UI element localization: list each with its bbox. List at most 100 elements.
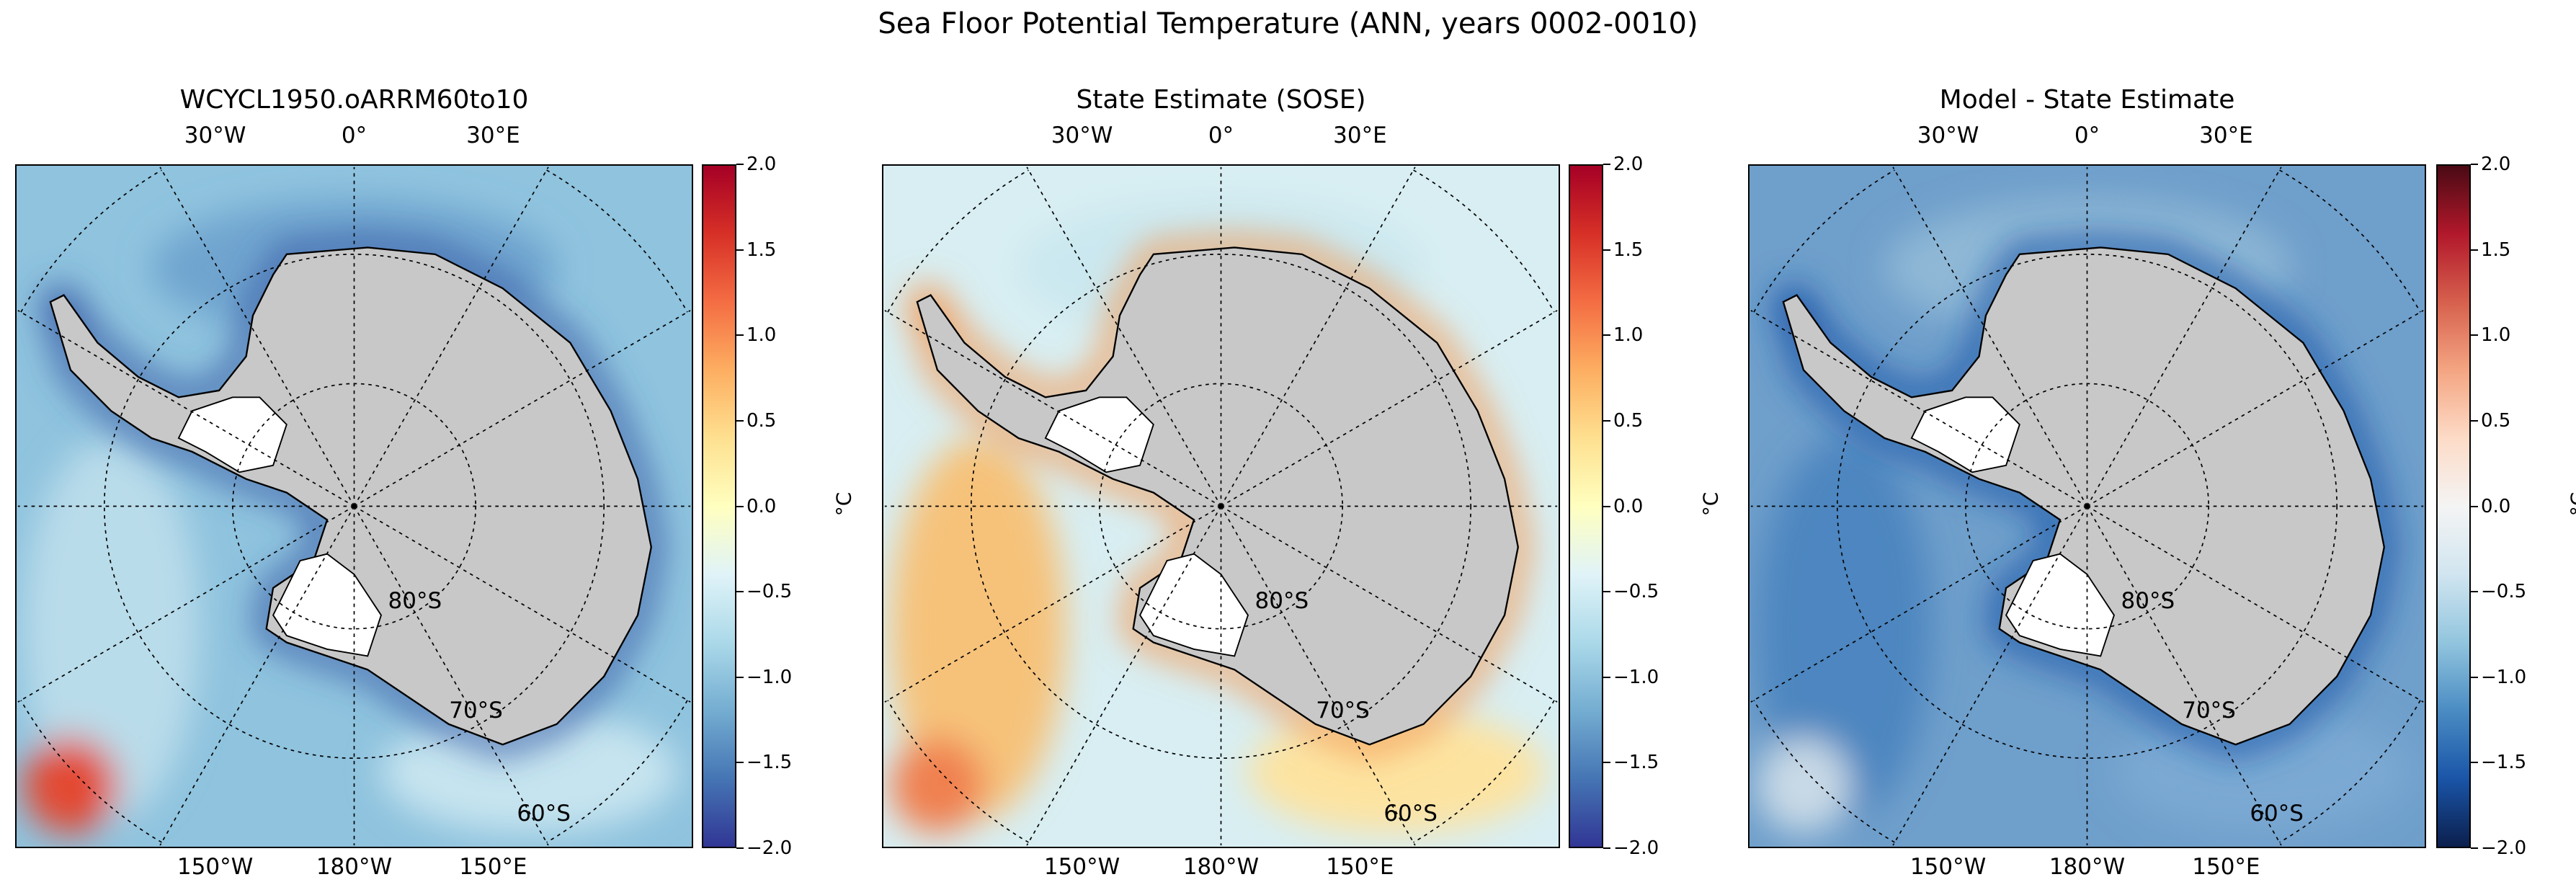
colorbar [2436,164,2471,848]
colorbar-tick [2471,676,2478,678]
ross-ice-shelf [272,553,383,657]
colorbar-tick-label: 0.0 [746,495,777,517]
ross-ice-shelf [1138,553,1249,657]
lon-label-bottom: 180°W [2049,854,2126,880]
lat-label: 70°S [449,698,503,724]
graticule [1750,166,2424,846]
colorbar-tick-label: 1.5 [1613,239,1644,261]
colorbar-tick [736,591,744,593]
lat-label: 70°S [2182,698,2236,724]
colorbar-tick-label: 2.0 [1613,153,1644,175]
colorbar-tick-label: 1.0 [746,324,777,347]
polar-map [882,164,1560,848]
colorbar-tick-label: 2.0 [746,153,777,175]
colorbar-tick [1603,164,1610,165]
lon-label-bottom: 150°W [1043,854,1120,880]
colorbar-tick-label: −0.5 [1613,581,1659,603]
colorbar-tick [2471,334,2478,337]
lon-label-top: 30°E [2199,123,2253,148]
lon-label-bottom: 150°E [459,854,527,880]
polar-map [15,164,693,848]
lon-label-bottom: 150°W [1909,854,1987,880]
panel-title: WCYCL1950.oARRM60to10 [179,85,529,115]
colorbar-tick-label: −1.0 [1613,666,1659,688]
colorbar-tick [736,847,744,849]
colorbar-tick-label: −2.0 [746,837,793,859]
colorbar-tick-label: 0.5 [2481,409,2511,432]
colorbar-unit-label: °C [2566,491,2576,517]
colorbar [702,164,736,848]
colorbar-tick [2471,762,2478,764]
colorbar-tick [736,505,744,507]
colorbar-tick [1603,847,1610,849]
colorbar-tick-label: −2.0 [1613,837,1659,859]
lat-label: 80°S [1254,588,1309,615]
colorbar-tick [736,334,744,337]
map-canvas [883,166,1559,847]
colorbar-tick-label: 1.0 [2481,324,2511,347]
colorbar-tick [2471,591,2478,593]
colorbar-tick-label: −0.5 [2481,581,2527,603]
colorbar-tick [1603,249,1610,251]
colorbar-tick-label: 0.0 [2481,495,2511,517]
lon-label-top: 30°E [466,123,520,148]
weddell-ice-shelf [177,396,288,473]
colorbar-tick [2471,847,2478,849]
lon-label-bottom: 180°W [316,854,393,880]
colorbar-tick-label: −1.0 [2481,666,2527,688]
map-canvas [17,166,692,847]
colorbar-tick [2471,419,2478,422]
colorbar-tick-label: 1.0 [1613,324,1644,347]
lon-label-top: 0° [2074,123,2100,148]
graticule [884,166,1558,846]
lat-label: 70°S [1316,698,1370,724]
colorbar-tick-label: −2.0 [2481,837,2527,859]
lon-label-bottom: 180°W [1182,854,1260,880]
colorbar-tick [736,164,744,165]
colorbar-tick [1603,419,1610,422]
lon-label-top: 30°W [1917,123,1979,148]
graticule [17,166,691,846]
weddell-ice-shelf [1910,396,2020,473]
colorbar-tick [1603,762,1610,764]
colorbar-tick [1603,334,1610,337]
colorbar-tick [736,419,744,422]
colorbar-tick-label: −1.0 [746,666,793,688]
panel-title: Model - State Estimate [1939,85,2235,115]
colorbar-tick-label: 1.5 [746,239,777,261]
lat-label: 80°S [2121,588,2175,615]
lon-label-bottom: 150°E [2192,854,2260,880]
lon-label-top: 0° [1208,123,1234,148]
colorbar-tick [736,676,744,678]
ross-ice-shelf [2005,553,2116,657]
colorbar-tick [736,762,744,764]
lon-label-bottom: 150°E [1326,854,1394,880]
colorbar-tick [2471,505,2478,507]
colorbar-tick [2471,164,2478,165]
lon-label-bottom: 150°W [177,854,254,880]
colorbar-tick [1603,591,1610,593]
colorbar-tick [2471,249,2478,251]
colorbar-tick [1603,505,1610,507]
colorbar-unit-label: °C [1698,491,1723,517]
map-canvas [1750,166,2425,847]
colorbar-unit-label: °C [832,491,856,517]
lat-label: 60°S [2250,800,2304,827]
lon-label-top: 30°W [1051,123,1113,148]
colorbar-tick-label: 2.0 [2481,153,2511,175]
colorbar-tick-label: 0.5 [746,409,777,432]
panel-title: State Estimate (SOSE) [1076,85,1366,115]
lon-label-top: 30°E [1333,123,1387,148]
lat-label: 80°S [388,588,442,615]
colorbar-tick-label: 0.0 [1613,495,1644,517]
figure-title: Sea Floor Potential Temperature (ANN, ye… [878,7,1698,40]
colorbar-tick-label: 1.5 [2481,239,2511,261]
colorbar [1569,164,1603,848]
lon-label-top: 0° [341,123,367,148]
colorbar-tick-label: −1.5 [1613,752,1659,774]
colorbar-tick [736,249,744,251]
colorbar-tick [1603,676,1610,678]
lon-label-top: 30°W [184,123,246,148]
colorbar-tick-label: −0.5 [746,581,793,603]
colorbar-tick-label: −1.5 [2481,752,2527,774]
